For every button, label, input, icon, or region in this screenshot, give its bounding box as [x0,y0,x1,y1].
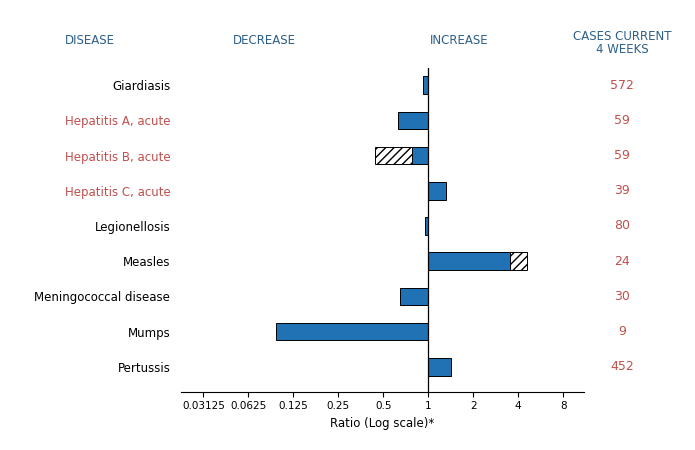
Bar [400,288,428,305]
Text: 59: 59 [614,114,630,127]
Bar [428,182,446,199]
Text: 80: 80 [614,220,630,233]
Bar [375,147,412,164]
Text: INCREASE: INCREASE [430,34,488,47]
Text: DISEASE: DISEASE [65,34,115,47]
Bar [428,358,451,376]
Bar [276,323,428,341]
Text: 9: 9 [618,325,626,338]
Bar [425,217,428,235]
Bar [412,147,428,164]
Text: 452: 452 [610,360,634,374]
Text: 24: 24 [614,255,630,268]
Text: 39: 39 [614,184,630,197]
Text: 4 WEEKS: 4 WEEKS [596,43,648,56]
Text: CASES CURRENT: CASES CURRENT [573,30,671,43]
Text: 59: 59 [614,149,630,162]
Bar [509,252,528,270]
Text: DECREASE: DECREASE [233,34,295,47]
Bar [423,76,428,94]
Bar [428,252,509,270]
Bar [398,112,428,129]
Text: 30: 30 [614,290,630,303]
X-axis label: Ratio (Log scale)*: Ratio (Log scale)* [330,417,434,430]
Text: 572: 572 [610,79,634,92]
